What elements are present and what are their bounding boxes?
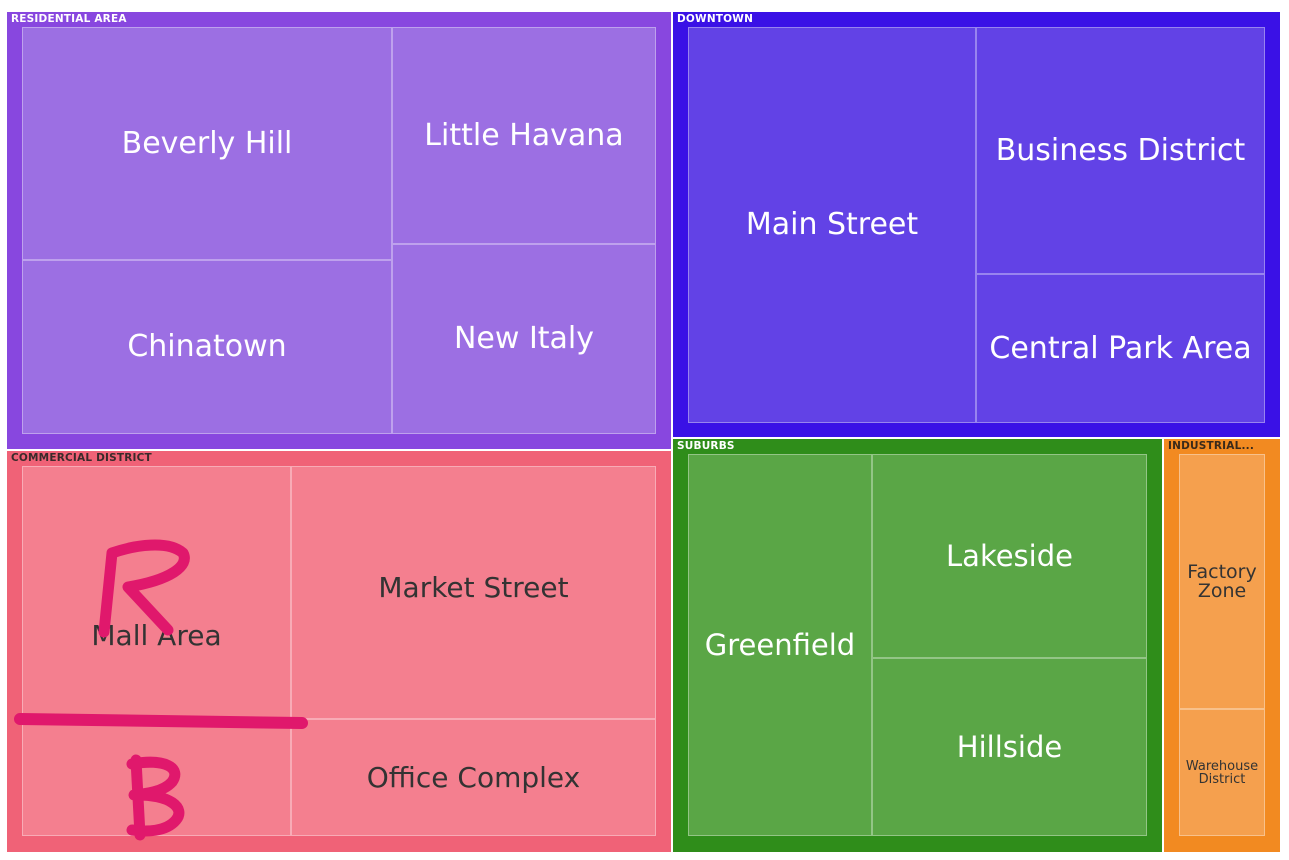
tile-label: Mall Area	[91, 619, 222, 653]
tile-beverly-hill[interactable]: Beverly Hill	[22, 27, 392, 260]
tile-label: Central Park Area	[989, 330, 1252, 366]
tile-label: Chinatown	[127, 329, 287, 364]
tile-chinatown[interactable]: Chinatown	[22, 260, 392, 434]
tile-lakeside[interactable]: Lakeside	[872, 454, 1147, 658]
tile-label: Main Street	[745, 207, 919, 242]
tile-office-complex[interactable]: Office Complex	[291, 719, 656, 836]
tile-unlabeled[interactable]	[22, 719, 291, 836]
tile-market-street[interactable]: Market Street	[291, 466, 656, 719]
tile-label: Little Havana	[424, 117, 624, 153]
group-label: DOWNTOWN	[677, 13, 754, 25]
tile-label: Hillside	[956, 729, 1063, 764]
tile-label: Office Complex	[366, 760, 581, 794]
group-label: RESIDENTIAL AREA	[11, 13, 127, 25]
tile-label: Lakeside	[946, 538, 1073, 573]
tile-factory-zone[interactable]: Factory Zone	[1179, 454, 1265, 709]
group-label: SUBURBS	[677, 440, 735, 452]
tile-label: Greenfield	[704, 627, 856, 662]
tile-warehouse-district[interactable]: Warehouse District	[1179, 709, 1265, 836]
tile-label: Factory Zone	[1187, 560, 1257, 602]
tile-label: Business District	[995, 132, 1246, 168]
tile-little-havana[interactable]: Little Havana	[392, 27, 656, 244]
tile-central-park-area[interactable]: Central Park Area	[976, 274, 1265, 423]
tile-label: Market Street	[378, 571, 569, 605]
tile-main-street[interactable]: Main Street	[688, 27, 976, 423]
tile-greenfield[interactable]: Greenfield	[688, 454, 872, 836]
tile-label: New Italy	[453, 321, 595, 356]
tile-mall-area[interactable]: Mall Area	[22, 466, 291, 719]
group-label: INDUSTRIAL...	[1168, 440, 1255, 452]
tile-business-district[interactable]: Business District	[976, 27, 1265, 274]
group-label: COMMERCIAL DISTRICT	[11, 452, 152, 464]
tile-label: Beverly Hill	[121, 125, 293, 161]
tile-hillside[interactable]: Hillside	[872, 658, 1147, 836]
tile-label: Warehouse District	[1185, 758, 1259, 787]
tile-new-italy[interactable]: New Italy	[392, 244, 656, 434]
